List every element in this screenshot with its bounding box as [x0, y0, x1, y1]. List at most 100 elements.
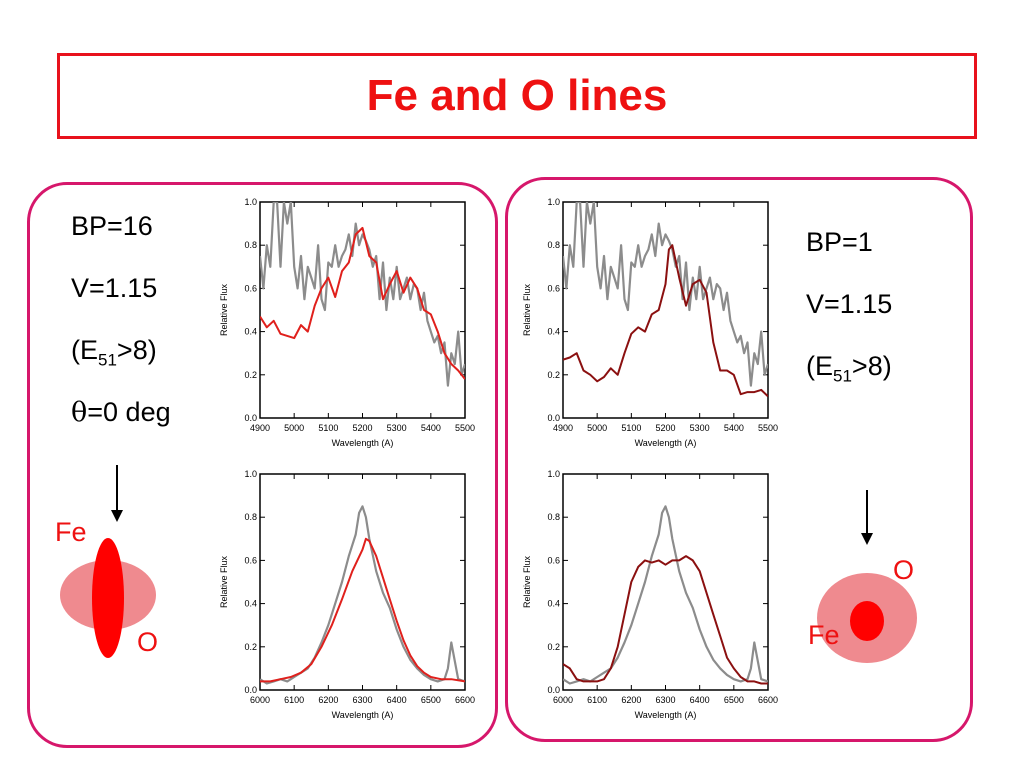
x-tick-label: 6600: [455, 695, 475, 705]
y-tick-label: 0.0: [244, 413, 257, 423]
left-diagram: [60, 465, 156, 658]
viewing-arrow-icon: [861, 533, 873, 545]
energy-label: (E: [71, 335, 98, 365]
y-tick-label: 0.0: [547, 413, 560, 423]
x-tick-label: 6200: [318, 695, 338, 705]
left-param-angle: θ=0 deg: [71, 397, 171, 428]
fe-region-ellipse: [92, 538, 124, 658]
right-panel: [505, 177, 973, 742]
right-o-label: O: [893, 555, 915, 585]
y-tick-label: 0.8: [547, 240, 560, 250]
viewing-arrow-icon: [111, 510, 123, 522]
energy-label: (E: [806, 351, 833, 381]
x-tick-label: 5400: [724, 423, 744, 433]
fe-region-ellipse: [850, 601, 884, 641]
slide-title: Fe and O lines: [366, 71, 668, 120]
x-tick-label: 6300: [352, 695, 372, 705]
y-tick-label: 1.0: [547, 469, 560, 479]
right-fe-label: Fe: [808, 620, 840, 650]
y-axis-label: Relative Flux: [522, 283, 532, 336]
x-tick-label: 6400: [387, 695, 407, 705]
x-tick-label: 6400: [690, 695, 710, 705]
x-axis-label: Wavelength (A): [332, 710, 394, 720]
y-axis-label: Relative Flux: [219, 283, 229, 336]
right-top-chart: 0.0 0.2 0.4 0.6 0.8 1.0 4900 5000 5100 5200 5300 54…: [522, 197, 778, 448]
y-tick-label: 0.8: [547, 512, 560, 522]
left-param-bp: BP=16: [71, 211, 153, 241]
model-spectrum-line: [563, 555, 768, 685]
y-tick-label: 0.6: [244, 283, 257, 293]
x-tick-label: 5100: [621, 423, 641, 433]
x-tick-label: 6100: [284, 695, 304, 705]
energy-value: >8): [851, 351, 892, 381]
y-tick-label: 1.0: [244, 197, 257, 207]
left-param-velocity: V=1.15: [71, 273, 158, 303]
x-tick-label: 6200: [621, 695, 641, 705]
y-tick-label: 0.0: [547, 685, 560, 695]
x-tick-label: 5100: [318, 423, 338, 433]
observed-spectrum-line: [563, 202, 768, 387]
y-tick-label: 0.2: [547, 370, 560, 380]
x-tick-label: 5000: [284, 423, 304, 433]
left-o-label: O: [137, 627, 159, 657]
angle-value: =0 deg: [87, 397, 171, 427]
x-tick-label: 6100: [587, 695, 607, 705]
y-tick-label: 0.6: [547, 283, 560, 293]
x-tick-label: 5400: [421, 423, 441, 433]
x-tick-label: 6000: [553, 695, 573, 705]
x-tick-label: 5200: [352, 423, 372, 433]
y-axis-label: Relative Flux: [219, 555, 229, 608]
model-spectrum-line: [260, 537, 465, 683]
x-tick-label: 6600: [758, 695, 778, 705]
right-param-bp: BP=1: [806, 227, 873, 257]
observed-spectrum-line: [563, 505, 768, 685]
right-bottom-chart: 0.0 0.2 0.4 0.6 0.8 1.0 6000 6100 6200 6300 6400 65…: [522, 469, 778, 720]
x-tick-label: 6500: [421, 695, 441, 705]
theta-symbol: θ: [71, 397, 88, 428]
y-tick-label: 0.4: [244, 599, 257, 609]
y-tick-label: 0.2: [244, 370, 257, 380]
right-param-energy: (E51>8): [806, 351, 892, 386]
y-tick-label: 0.4: [244, 327, 257, 337]
y-tick-label: 0.6: [547, 555, 560, 565]
left-panel: [27, 182, 498, 748]
x-tick-label: 5300: [690, 423, 710, 433]
energy-subscript: 51: [833, 366, 852, 386]
x-tick-label: 6300: [655, 695, 675, 705]
y-tick-label: 1.0: [244, 469, 257, 479]
title-box: Fe and O lines: [57, 53, 977, 139]
x-tick-label: 4900: [553, 423, 573, 433]
observed-spectrum-line: [260, 202, 465, 387]
observed-spectrum-line: [260, 505, 465, 685]
left-bottom-chart: 0.0 0.2 0.4 0.6 0.8 1.0 6000 6100 6200 6300 6400 65…: [219, 469, 475, 720]
right-diagram: [817, 490, 917, 663]
energy-subscript: 51: [98, 350, 117, 370]
y-tick-label: 1.0: [547, 197, 560, 207]
energy-value: >8): [116, 335, 157, 365]
x-tick-label: 6000: [250, 695, 270, 705]
left-param-energy: (E51>8): [71, 335, 157, 370]
left-top-chart: 0.0 0.2 0.4 0.6 0.8 1.0 4900 5000 5100 5200 5300 54…: [219, 197, 475, 448]
y-tick-label: 0.4: [547, 327, 560, 337]
model-spectrum-line: [563, 244, 768, 398]
right-param-velocity: V=1.15: [806, 289, 893, 319]
y-tick-label: 0.2: [244, 642, 257, 652]
x-axis-label: Wavelength (A): [635, 438, 697, 448]
model-spectrum-line: [260, 226, 465, 380]
x-tick-label: 5500: [455, 423, 475, 433]
y-axis-label: Relative Flux: [522, 555, 532, 608]
x-tick-label: 4900: [250, 423, 270, 433]
x-tick-label: 5500: [758, 423, 778, 433]
x-axis-label: Wavelength (A): [332, 438, 394, 448]
x-axis-label: Wavelength (A): [635, 710, 697, 720]
y-tick-label: 0.6: [244, 555, 257, 565]
y-tick-label: 0.0: [244, 685, 257, 695]
x-tick-label: 6500: [724, 695, 744, 705]
y-tick-label: 0.2: [547, 642, 560, 652]
y-tick-label: 0.4: [547, 599, 560, 609]
left-fe-label: Fe: [55, 517, 87, 547]
x-tick-label: 5200: [655, 423, 675, 433]
x-tick-label: 5000: [587, 423, 607, 433]
y-tick-label: 0.8: [244, 512, 257, 522]
x-tick-label: 5300: [387, 423, 407, 433]
